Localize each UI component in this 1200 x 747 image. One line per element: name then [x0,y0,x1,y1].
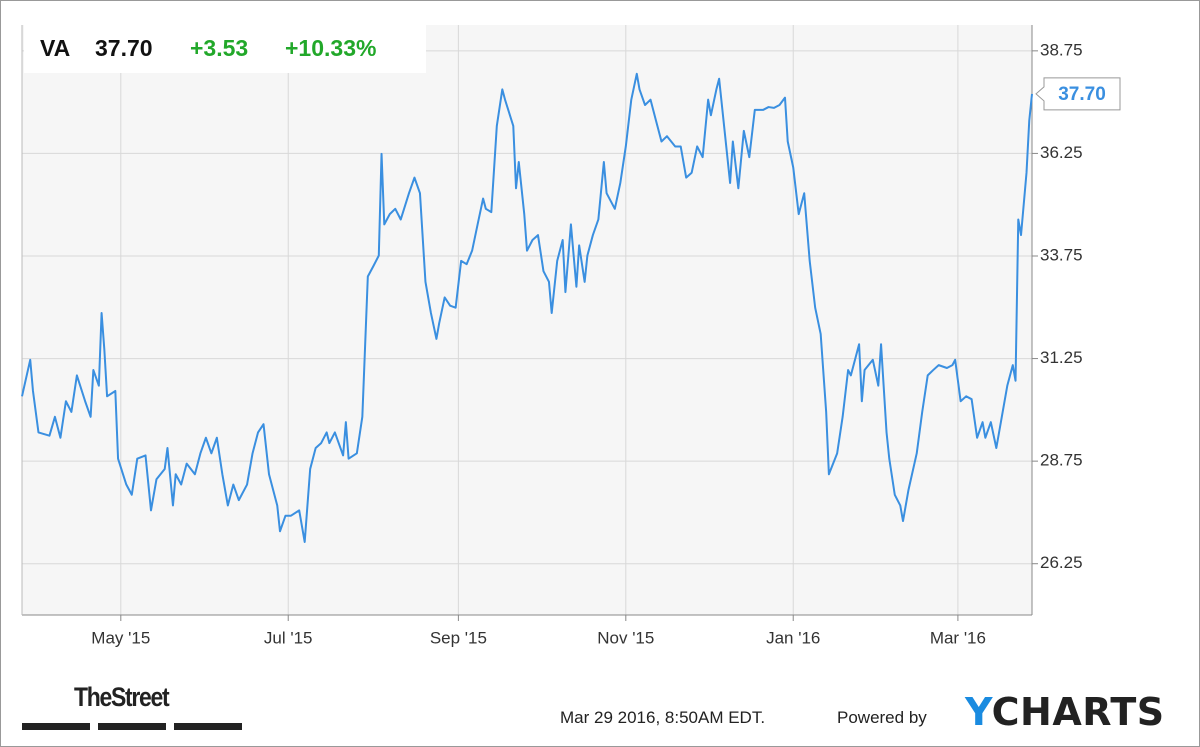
x-tick-label: Nov '15 [597,628,654,647]
x-tick-label: May '15 [91,628,150,647]
x-tick-label: Sep '15 [430,628,487,647]
y-tick-label: 26.25 [1040,553,1083,572]
y-tick-label: 38.75 [1040,40,1083,59]
publisher-bar [98,723,166,730]
price-line [21,72,1033,543]
y-tick-label: 31.25 [1040,348,1083,367]
quote-change-percent: +10.33% [285,35,376,61]
quote-box [24,25,426,73]
quote-price: 37.70 [95,35,153,61]
publisher-bar [174,723,242,730]
publisher: TheStreet [74,682,170,712]
y-tick-label: 33.75 [1040,245,1083,264]
x-tick-label: Mar '16 [930,628,986,647]
brand: YCHARTS [965,690,1165,734]
x-tick-label: Jan '16 [766,628,820,647]
powered-by: Powered by [837,708,927,727]
timestamp: Mar 29 2016, 8:50AM EDT. [560,708,766,727]
last-value-label: 37.70 [1058,84,1106,105]
quote-symbol: VA [40,35,70,61]
y-tick-label: 36.25 [1040,143,1083,162]
x-tick-label: Jul '15 [264,628,313,647]
plot-area [22,25,1032,615]
quote-change: +3.53 [190,35,248,61]
y-tick-label: 28.75 [1040,451,1083,470]
last-value-callout [1035,77,1121,111]
publisher-bar [22,723,90,730]
